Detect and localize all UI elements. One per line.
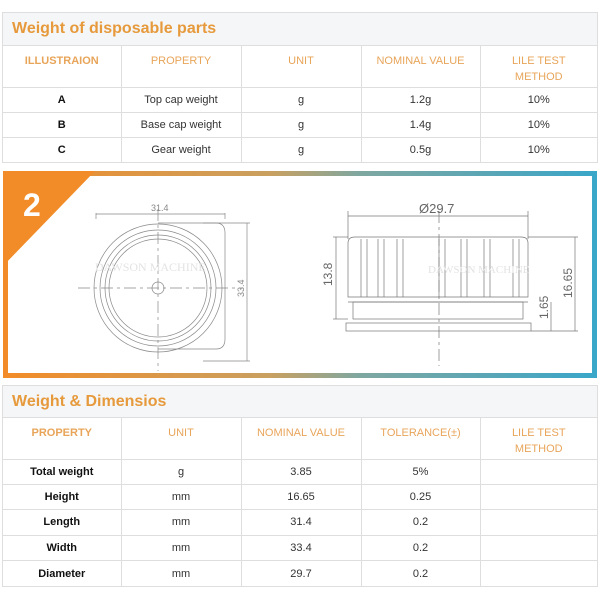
table-row: Width mm 33.4 0.2 [3, 535, 597, 562]
figure-frame [3, 171, 597, 378]
top-view-drawing [78, 209, 250, 371]
header-nominal-value: NOMINAL VALUE [241, 418, 362, 460]
table-row: Height mm 16.65 0.25 [3, 484, 597, 511]
table-row: Length mm 31.4 0.2 [3, 509, 597, 536]
technical-drawing: 2 31.4 33.4 DAWSON MACHINE [3, 171, 597, 378]
header-test-method: LILE TEST METHOD [480, 418, 597, 460]
header-test-method: LILE TEST METHOD [480, 46, 597, 88]
header-illustration: ILLUSTRAION [3, 46, 122, 88]
table-row: B Base cap weight g 1.4g 10% [3, 112, 597, 138]
table-row: Total weight g 3.85 5% [3, 459, 597, 485]
header-unit: UNIT [241, 46, 362, 88]
section-title: Weight of disposable parts [3, 13, 597, 46]
svg-text:16.65: 16.65 [561, 268, 575, 298]
svg-text:33.4: 33.4 [236, 279, 246, 297]
svg-text:31.4: 31.4 [151, 203, 169, 213]
side-view-drawing [333, 211, 578, 366]
badge-number: 2 [23, 187, 41, 223]
svg-text:1.65: 1.65 [537, 295, 551, 319]
disposable-parts-table: ILLUSTRAION PROPERTY UNIT NOMINAL VALUE … [3, 46, 597, 162]
section-title: Weight & Dimensios [3, 386, 597, 418]
weight-dimensions-table: PROPERTY UNIT NOMINAL VALUE TOLERANCE(±)… [3, 418, 597, 586]
svg-text:13.8: 13.8 [321, 262, 335, 286]
header-property: PROPERTY [3, 418, 122, 460]
table-row: Diameter mm 29.7 0.2 [3, 560, 597, 586]
weight-disposable-parts-panel: Weight of disposable parts ILLUSTRAION P… [2, 12, 598, 163]
header-property: PROPERTY [121, 46, 242, 88]
header-nominal-value: NOMINAL VALUE [361, 46, 481, 88]
svg-text:DAWSON MACHINE: DAWSON MACHINE [95, 260, 206, 274]
header-unit: UNIT [121, 418, 242, 460]
badge-corner [3, 171, 95, 266]
svg-text:DAWSON MACHINE: DAWSON MACHINE [428, 264, 530, 276]
table-row: A Top cap weight g 1.2g 10% [3, 87, 597, 113]
table-row: C Gear weight g 0.5g 10% [3, 137, 597, 162]
header-tolerance: TOLERANCE(±) [361, 418, 481, 460]
svg-text:Ø29.7: Ø29.7 [419, 201, 454, 216]
weight-dimensions-panel: Weight & Dimensios PROPERTY UNIT NOMINAL… [2, 385, 598, 587]
